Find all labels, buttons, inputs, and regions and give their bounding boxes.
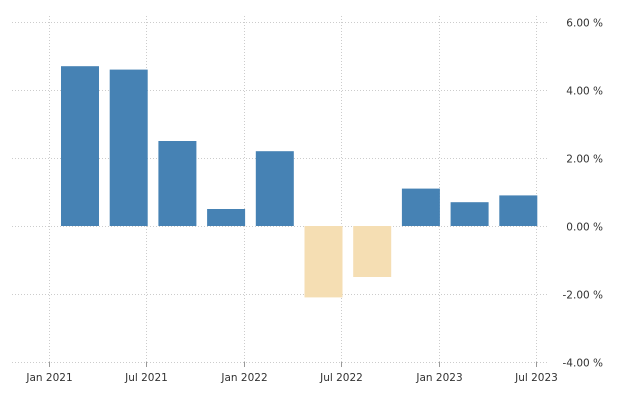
y-tick-label: -4.00 % [563,358,604,370]
bars-group [61,66,538,298]
x-tick-label: Jan 2023 [415,372,462,384]
y-tick-label: 4.00 % [566,86,603,98]
x-tick-label: Jan 2022 [220,372,267,384]
x-tick-label: Jan 2021 [25,372,72,384]
bar [304,226,343,298]
bar [61,66,99,226]
bar [109,69,148,226]
bar [401,188,440,226]
y-tick-label: -2.00 % [563,290,604,302]
x-tick-label: Jul 2021 [124,372,168,384]
x-tick-label: Jul 2022 [319,372,363,384]
bar [450,202,489,226]
bar [158,141,197,226]
bar [499,195,538,226]
bar [353,226,392,277]
x-tick-label: Jul 2023 [514,372,558,384]
y-tick-label: 0.00 % [566,222,603,234]
bar [255,151,294,226]
y-tick-label: 2.00 % [566,154,603,166]
bar [207,209,246,226]
y-axis-ticks: 6.00 % 4.00 % 2.00 % 0.00 % -2.00 % -4.00 % [563,18,604,370]
x-axis-ticks: Jan 2021 Jul 2021 Jan 2022 Jul 2022 Jan 2023… [25,362,558,384]
y-tick-label: 6.00 % [566,18,603,30]
